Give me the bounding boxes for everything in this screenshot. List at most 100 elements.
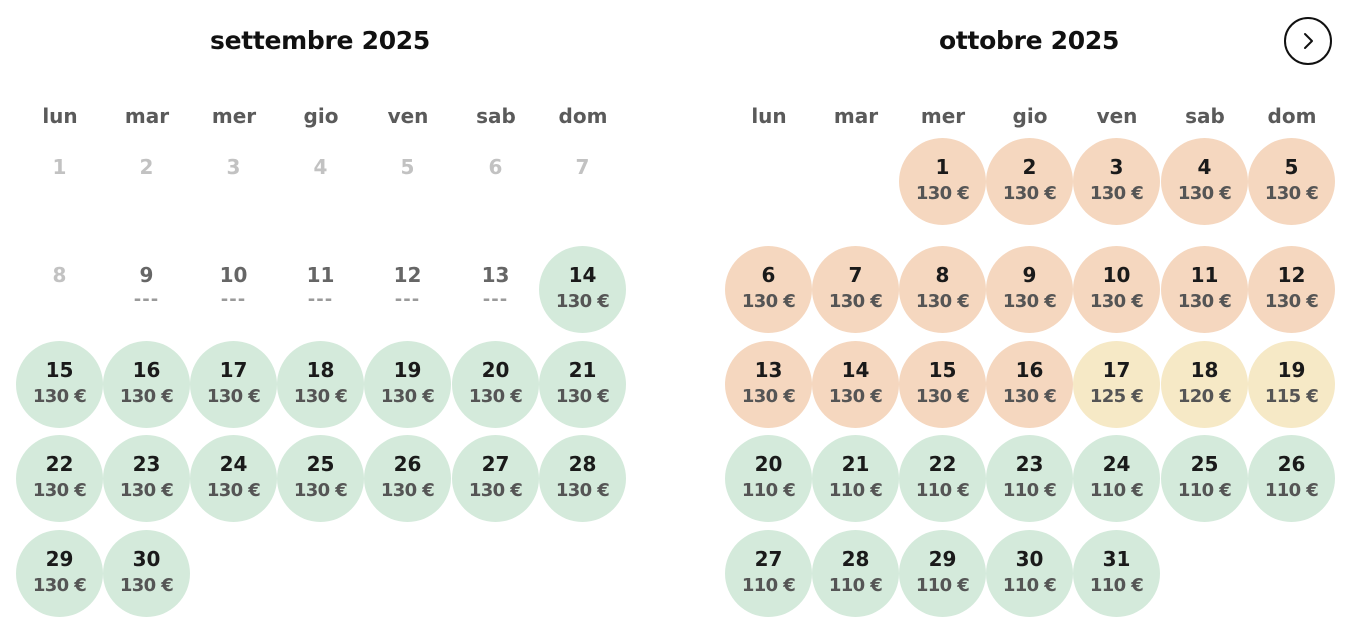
day-cell[interactable]: 12 130 € bbox=[1248, 246, 1335, 333]
weekday-label: dom bbox=[1267, 104, 1317, 128]
day-cell[interactable]: 24 110 € bbox=[1073, 435, 1160, 522]
day-number: 1 bbox=[52, 155, 67, 179]
day-price: 110 € bbox=[1264, 480, 1319, 501]
day-cell[interactable]: 30 130 € bbox=[103, 530, 190, 617]
day-cell[interactable]: 16 130 € bbox=[103, 341, 190, 428]
day-number: 19 bbox=[393, 358, 422, 382]
day-cell[interactable]: 25 130 € bbox=[277, 435, 364, 522]
day-number: 3 bbox=[1109, 155, 1124, 179]
day-cell[interactable]: 17 125 € bbox=[1073, 341, 1160, 428]
day-number: 28 bbox=[841, 547, 870, 571]
weekday-label: sab bbox=[476, 104, 516, 128]
day-number: 23 bbox=[132, 452, 161, 476]
day-cell[interactable]: 8 130 € bbox=[899, 246, 986, 333]
day-cell[interactable]: 25 110 € bbox=[1161, 435, 1248, 522]
day-number: 7 bbox=[848, 263, 863, 287]
day-price: --- bbox=[482, 289, 509, 310]
weekday-label: mar bbox=[833, 104, 879, 128]
day-number: 6 bbox=[761, 263, 776, 287]
month-title: settembre 2025 bbox=[209, 26, 430, 55]
day-cell[interactable]: 4 130 € bbox=[1161, 138, 1248, 225]
next-month-button[interactable] bbox=[1284, 17, 1332, 65]
day-price: 130 € bbox=[741, 291, 796, 312]
day-cell[interactable]: 24 130 € bbox=[190, 435, 277, 522]
weekday-label: gio bbox=[1012, 104, 1048, 128]
day-number: 13 bbox=[754, 358, 783, 382]
day-price: 130 € bbox=[915, 291, 970, 312]
day-cell[interactable]: 3 130 € bbox=[1073, 138, 1160, 225]
day-number: 2 bbox=[139, 155, 154, 179]
day-cell[interactable]: 13 130 € bbox=[725, 341, 812, 428]
day-price: 130 € bbox=[206, 386, 261, 407]
day-cell[interactable]: 14 130 € bbox=[812, 341, 899, 428]
day-price: 115 € bbox=[1264, 386, 1319, 407]
day-cell[interactable]: 6 130 € bbox=[725, 246, 812, 333]
day-cell[interactable]: 22 130 € bbox=[16, 435, 103, 522]
day-cell[interactable]: 19 130 € bbox=[364, 341, 451, 428]
day-cell[interactable]: 9 130 € bbox=[986, 246, 1073, 333]
day-number: 2 bbox=[1022, 155, 1037, 179]
day-number: 13 bbox=[481, 263, 510, 287]
day-cell[interactable]: 15 130 € bbox=[899, 341, 986, 428]
day-number: 10 bbox=[1102, 263, 1131, 287]
day-cell[interactable]: 19 115 € bbox=[1248, 341, 1335, 428]
day-cell[interactable]: 17 130 € bbox=[190, 341, 277, 428]
day-cell[interactable]: 23 110 € bbox=[986, 435, 1073, 522]
day-price: 130 € bbox=[468, 480, 523, 501]
day-cell[interactable]: 29 110 € bbox=[899, 530, 986, 617]
day-cell[interactable]: 1 130 € bbox=[899, 138, 986, 225]
day-number: 24 bbox=[1102, 452, 1131, 476]
day-cell[interactable]: 22 110 € bbox=[899, 435, 986, 522]
day-price: 130 € bbox=[828, 386, 883, 407]
day-price: 110 € bbox=[915, 480, 970, 501]
day-grid: 1 130 € 2 130 € 3 130 € 4 130 € 5 130 € 6 130 € 7 130… bbox=[709, 0, 1349, 624]
day-cell[interactable]: 27 110 € bbox=[725, 530, 812, 617]
day-price: 130 € bbox=[119, 575, 174, 596]
day-cell[interactable]: 20 110 € bbox=[725, 435, 812, 522]
day-cell[interactable]: 10 130 € bbox=[1073, 246, 1160, 333]
day-cell: 1 bbox=[16, 138, 103, 225]
day-price: 130 € bbox=[741, 386, 796, 407]
weekday-label: gio bbox=[303, 104, 339, 128]
day-cell[interactable]: 20 130 € bbox=[452, 341, 539, 428]
weekday-label: mar bbox=[124, 104, 170, 128]
day-cell[interactable]: 18 120 € bbox=[1161, 341, 1248, 428]
day-cell[interactable]: 26 110 € bbox=[1248, 435, 1335, 522]
day-price: 130 € bbox=[1002, 291, 1057, 312]
day-cell[interactable]: 18 130 € bbox=[277, 341, 364, 428]
day-cell[interactable]: 11 130 € bbox=[1161, 246, 1248, 333]
day-price: 110 € bbox=[1002, 575, 1057, 596]
day-cell[interactable]: 29 130 € bbox=[16, 530, 103, 617]
day-cell[interactable]: 5 130 € bbox=[1248, 138, 1335, 225]
day-price: 130 € bbox=[32, 480, 87, 501]
day-cell[interactable]: 7 130 € bbox=[812, 246, 899, 333]
day-price: 130 € bbox=[1089, 291, 1144, 312]
day-cell[interactable]: 21 110 € bbox=[812, 435, 899, 522]
day-cell[interactable]: 14 130 € bbox=[539, 246, 626, 333]
day-cell[interactable]: 28 110 € bbox=[812, 530, 899, 617]
day-number: 12 bbox=[393, 263, 422, 287]
day-cell[interactable]: 2 130 € bbox=[986, 138, 1073, 225]
day-cell[interactable]: 21 130 € bbox=[539, 341, 626, 428]
day-number: 1 bbox=[935, 155, 950, 179]
day-cell[interactable]: 23 130 € bbox=[103, 435, 190, 522]
chevron-right-icon bbox=[1304, 33, 1313, 49]
weekday-label: mer bbox=[211, 104, 257, 128]
day-number: 8 bbox=[935, 263, 950, 287]
day-cell[interactable]: 15 130 € bbox=[16, 341, 103, 428]
weekday-label: sab bbox=[1185, 104, 1225, 128]
day-cell: 7 bbox=[539, 138, 626, 225]
day-cell[interactable]: 16 130 € bbox=[986, 341, 1073, 428]
day-cell[interactable]: 27 130 € bbox=[452, 435, 539, 522]
day-cell[interactable]: 31 110 € bbox=[1073, 530, 1160, 617]
day-number: 18 bbox=[1190, 358, 1219, 382]
day-cell[interactable]: 28 130 € bbox=[539, 435, 626, 522]
day-cell: 10 --- bbox=[190, 246, 277, 333]
day-cell: 9 --- bbox=[103, 246, 190, 333]
day-cell[interactable]: 26 130 € bbox=[364, 435, 451, 522]
day-price: 130 € bbox=[1264, 291, 1319, 312]
day-cell: 2 bbox=[103, 138, 190, 225]
day-cell[interactable]: 30 110 € bbox=[986, 530, 1073, 617]
day-price: 110 € bbox=[915, 575, 970, 596]
day-number: 17 bbox=[1102, 358, 1131, 382]
